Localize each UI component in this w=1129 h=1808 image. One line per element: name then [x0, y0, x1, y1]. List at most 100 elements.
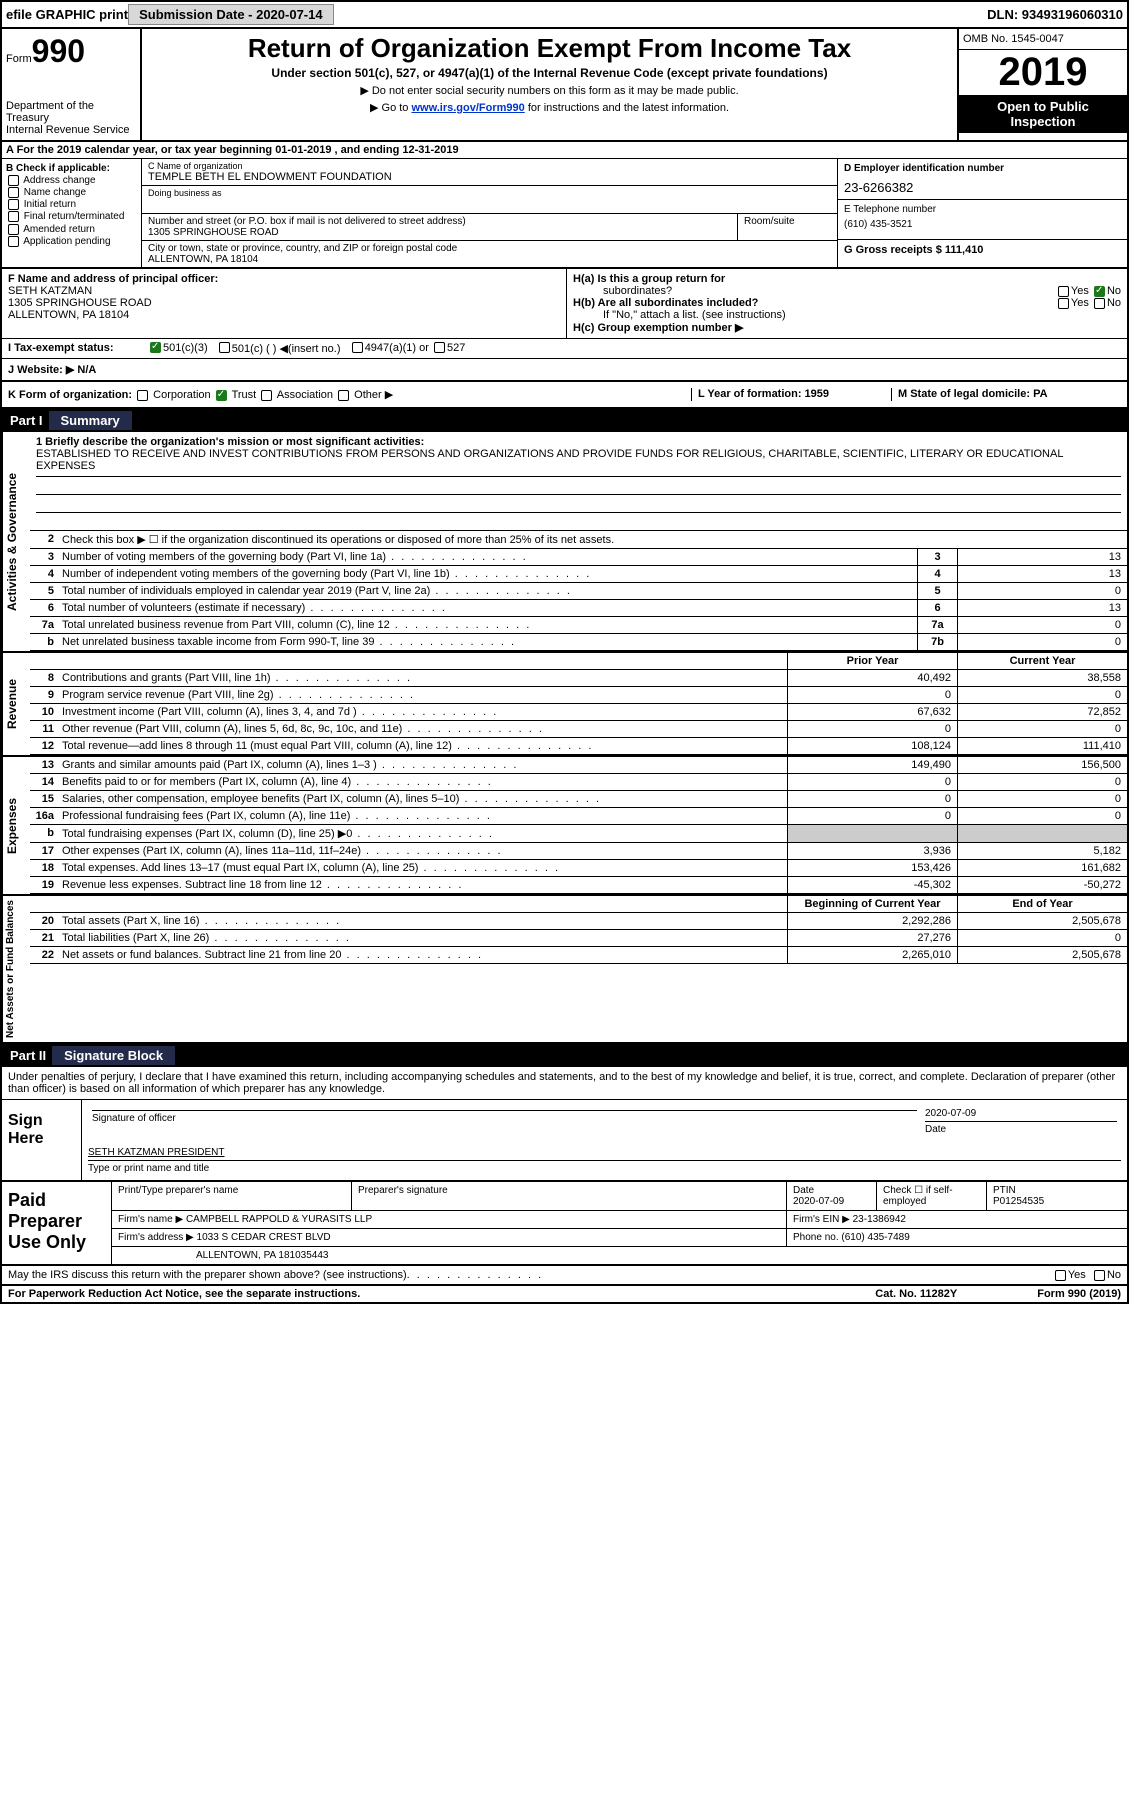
tax-year: 2019 — [959, 50, 1127, 95]
dba-box: Doing business as — [142, 186, 837, 214]
line-num: b — [30, 825, 58, 842]
section-bcdeg: B Check if applicable: Address change Na… — [2, 159, 1127, 269]
col-prior: Prior Year — [787, 653, 957, 669]
ha-no[interactable] — [1094, 286, 1105, 297]
line-cell-val: 0 — [957, 634, 1127, 650]
i-label: I Tax-exempt status: — [8, 342, 148, 355]
j-label: J Website: ▶ — [8, 364, 74, 376]
line-label: Grants and similar amounts paid (Part IX… — [58, 757, 787, 773]
hb-yes[interactable] — [1058, 298, 1069, 309]
e-label: E Telephone number — [844, 204, 1121, 215]
k-left: K Form of organization: Corporation Trus… — [8, 388, 691, 401]
irs-yes[interactable] — [1055, 1270, 1066, 1281]
line-row: 15 Salaries, other compensation, employe… — [30, 791, 1127, 808]
chk-501c[interactable] — [219, 342, 230, 353]
m-label: M State of legal domicile: PA — [898, 388, 1048, 400]
chk-amended[interactable]: Amended return — [6, 224, 137, 235]
line-num: 17 — [30, 843, 58, 859]
chk-assoc[interactable] — [261, 390, 272, 401]
line2-label: Check this box ▶ ☐ if the organization d… — [58, 531, 1127, 548]
paid-grid: Print/Type preparer's name Preparer's si… — [112, 1182, 1127, 1264]
prior-year-val: 2,292,286 — [787, 913, 957, 929]
org-name-box: C Name of organization TEMPLE BETH EL EN… — [142, 159, 837, 186]
chk-final[interactable]: Final return/terminated — [6, 211, 137, 222]
date-field: 2020-07-09 Date — [921, 1106, 1121, 1137]
line-row: 20 Total assets (Part X, line 16) 2,292,… — [30, 913, 1127, 930]
current-year-val: 0 — [957, 687, 1127, 703]
line-num: 12 — [30, 738, 58, 754]
prior-year-val: 0 — [787, 687, 957, 703]
line-row: 19 Revenue less expenses. Subtract line … — [30, 877, 1127, 894]
irs-link[interactable]: www.irs.gov/Form990 — [411, 102, 524, 114]
line-row: 16a Professional fundraising fees (Part … — [30, 808, 1127, 825]
ha-yes[interactable] — [1058, 286, 1069, 297]
line-label: Investment income (Part VIII, column (A)… — [58, 704, 787, 720]
line-label: Revenue less expenses. Subtract line 18 … — [58, 877, 787, 893]
line-cell-val: 13 — [957, 549, 1127, 565]
current-year-val: 0 — [957, 808, 1127, 824]
line-num: 20 — [30, 913, 58, 929]
name-label: Type or print name and title — [88, 1163, 1121, 1174]
part1-header: Part I Summary — [2, 409, 1127, 432]
chk-527[interactable] — [434, 342, 445, 353]
chk-4947[interactable] — [352, 342, 363, 353]
chk-address[interactable]: Address change — [6, 175, 137, 186]
line-num: 11 — [30, 721, 58, 737]
opt-4947: 4947(a)(1) or — [365, 342, 429, 355]
revenue-content: Prior Year Current Year 8 Contributions … — [30, 653, 1127, 755]
form-number: 990 — [32, 33, 85, 69]
vtab-netassets: Net Assets or Fund Balances — [2, 896, 30, 1042]
irs-no[interactable] — [1094, 1270, 1105, 1281]
line-label: Total expenses. Add lines 13–17 (must eq… — [58, 860, 787, 876]
line-num: 13 — [30, 757, 58, 773]
form-title: Return of Organization Exempt From Incom… — [150, 33, 949, 64]
chk-other[interactable] — [338, 390, 349, 401]
part2-num: Part II — [10, 1048, 56, 1063]
l-label: L Year of formation: 1959 — [698, 388, 829, 400]
line-label: Net unrelated business taxable income fr… — [58, 634, 917, 650]
footer: For Paperwork Reduction Act Notice, see … — [2, 1286, 1127, 1302]
chk-501c3[interactable] — [150, 342, 161, 353]
line-label: Benefits paid to or for members (Part IX… — [58, 774, 787, 790]
note2-pre: ▶ Go to — [370, 102, 411, 114]
line-num: b — [30, 634, 58, 650]
line-row: 9 Program service revenue (Part VIII, li… — [30, 687, 1127, 704]
chk-trust[interactable] — [216, 390, 227, 401]
form-word: Form — [6, 53, 32, 65]
top-bar: efile GRAPHIC print Submission Date - 20… — [2, 2, 1127, 29]
line-num: 6 — [30, 600, 58, 616]
hb-no[interactable] — [1094, 298, 1105, 309]
part1-title: Summary — [49, 411, 132, 430]
chk-pending[interactable]: Application pending — [6, 236, 137, 247]
section-b: B Check if applicable: Address change Na… — [2, 159, 142, 267]
line-row: 10 Investment income (Part VIII, column … — [30, 704, 1127, 721]
footer-mid: Cat. No. 11282Y — [875, 1288, 957, 1300]
line2-num: 2 — [30, 531, 58, 548]
paid-row2: Firm's name ▶ CAMPBELL RAPPOLD & YURASIT… — [112, 1211, 1127, 1229]
submission-date-btn[interactable]: Submission Date - 2020-07-14 — [128, 4, 334, 25]
current-year-val: 156,500 — [957, 757, 1127, 773]
tel-box: E Telephone number (610) 435-3521 — [838, 200, 1127, 240]
line-label: Total fundraising expenses (Part IX, col… — [58, 825, 787, 842]
website-value: N/A — [77, 364, 96, 376]
prior-year-val: 0 — [787, 808, 957, 824]
line1-label: 1 Briefly describe the organization's mi… — [36, 436, 1121, 448]
l-box: L Year of formation: 1959 — [691, 388, 891, 401]
officer-addr2: ALLENTOWN, PA 18104 — [8, 309, 560, 321]
chk-corp[interactable] — [137, 390, 148, 401]
prior-year-val: 67,632 — [787, 704, 957, 720]
part2-title: Signature Block — [52, 1046, 175, 1065]
chk-initial[interactable]: Initial return — [6, 199, 137, 210]
mission-text: ESTABLISHED TO RECEIVE AND INVEST CONTRI… — [36, 448, 1121, 472]
netassets-section: Net Assets or Fund Balances Beginning of… — [2, 896, 1127, 1044]
sign-label: Sign Here — [2, 1100, 82, 1180]
line-label: Professional fundraising fees (Part IX, … — [58, 808, 787, 824]
dba-label: Doing business as — [148, 188, 831, 198]
form-subtitle: Under section 501(c), 527, or 4947(a)(1)… — [150, 66, 949, 80]
line-label: Total assets (Part X, line 16) — [58, 913, 787, 929]
hb-note: If "No," attach a list. (see instruction… — [603, 309, 1121, 321]
f-label: F Name and address of principal officer: — [8, 273, 560, 285]
prep-date: Date2020-07-09 — [787, 1182, 877, 1210]
chk-name[interactable]: Name change — [6, 187, 137, 198]
sign-fields: Signature of officer 2020-07-09 Date SET… — [82, 1100, 1127, 1180]
